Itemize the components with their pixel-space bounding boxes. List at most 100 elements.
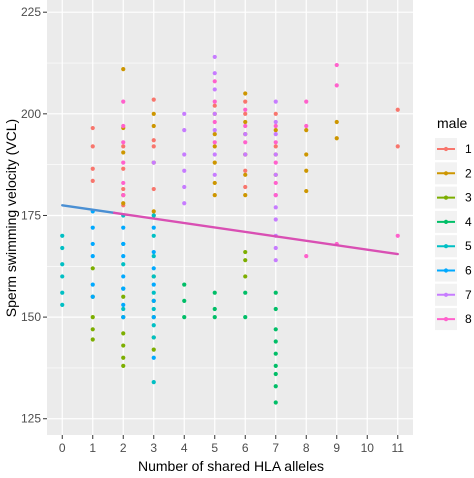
data-point — [395, 144, 400, 149]
data-point — [121, 355, 126, 360]
data-point — [90, 241, 95, 247]
data-point — [121, 186, 126, 192]
data-point — [243, 193, 248, 198]
data-point — [212, 99, 217, 104]
data-point — [151, 111, 156, 116]
data-point — [151, 97, 156, 102]
data-point — [90, 327, 95, 332]
data-point — [273, 258, 278, 263]
data-point — [182, 168, 187, 173]
data-point — [121, 193, 126, 198]
data-point — [151, 233, 156, 238]
x-axis-ticks: 0 1 2 3 4 5 6 7 8 9 10 11 — [59, 435, 404, 455]
data-point — [212, 54, 217, 60]
data-point — [212, 172, 217, 177]
data-point — [273, 193, 278, 198]
x-tick-label: 11 — [392, 441, 405, 455]
regression-segment — [112, 211, 399, 256]
data-point — [151, 254, 156, 259]
data-point — [121, 274, 126, 279]
data-point — [243, 123, 248, 129]
data-point — [395, 107, 400, 112]
data-point — [212, 132, 217, 137]
data-point — [182, 111, 187, 116]
data-point — [151, 282, 156, 287]
data-point — [304, 168, 309, 173]
data-point — [151, 347, 156, 352]
x-tick-label: 4 — [181, 441, 188, 455]
data-point — [182, 127, 187, 133]
data-point — [243, 274, 248, 279]
data-point — [243, 99, 248, 104]
data-point — [273, 339, 278, 344]
data-point — [273, 384, 278, 389]
data-point — [273, 119, 278, 125]
data-point — [212, 111, 217, 116]
legend-label: 2 — [465, 166, 472, 180]
legend-label: 4 — [465, 215, 472, 229]
data-point — [243, 184, 248, 190]
data-point — [304, 254, 309, 259]
data-point — [304, 152, 309, 157]
legend-label: 1 — [465, 142, 472, 156]
data-point — [60, 233, 65, 238]
data-point — [90, 282, 95, 287]
data-point — [121, 241, 126, 247]
data-point — [182, 201, 187, 206]
legend-label: 5 — [465, 239, 472, 253]
data-point — [243, 111, 248, 116]
legend-key — [435, 259, 457, 282]
data-point — [243, 119, 248, 125]
data-point — [121, 315, 126, 320]
data-point — [212, 152, 217, 157]
data-point — [121, 331, 126, 336]
data-point — [60, 290, 65, 295]
legend: male 1 2 3 4 5 6 7 8 — [435, 115, 472, 331]
data-point — [151, 213, 156, 218]
data-point — [334, 62, 339, 68]
data-point — [90, 166, 95, 171]
data-point — [90, 315, 95, 320]
legend-key — [435, 162, 457, 185]
data-point — [243, 315, 248, 320]
data-point — [273, 327, 278, 332]
x-tick-label: 0 — [59, 441, 66, 455]
data-point — [243, 132, 248, 137]
data-point — [121, 262, 126, 267]
data-point — [121, 225, 126, 230]
x-tick-label: 10 — [361, 441, 375, 455]
y-tick-label: 200 — [21, 107, 41, 121]
data-point — [273, 132, 278, 137]
data-point — [151, 123, 156, 129]
x-tick-label: 5 — [211, 441, 218, 455]
data-point — [151, 315, 156, 320]
data-point — [90, 144, 95, 149]
data-point — [121, 166, 126, 171]
data-point — [304, 123, 309, 129]
data-point — [121, 343, 126, 348]
data-point — [90, 294, 95, 299]
data-point — [273, 371, 278, 377]
data-point — [121, 144, 126, 149]
x-tick-label: 1 — [89, 441, 96, 455]
x-tick-label: 3 — [150, 441, 157, 455]
regression-segment — [61, 204, 116, 215]
data-point — [60, 274, 65, 279]
data-point — [273, 400, 278, 405]
data-point — [90, 225, 95, 230]
regression-line — [61, 204, 399, 256]
data-point — [273, 180, 278, 186]
data-point — [121, 306, 126, 312]
x-axis-title: Number of shared HLA alleles — [138, 458, 324, 474]
data-point — [90, 337, 95, 342]
data-point — [182, 152, 187, 157]
data-point — [273, 140, 278, 145]
data-point — [212, 306, 217, 312]
data-point — [273, 217, 278, 222]
data-point — [182, 184, 187, 190]
data-point — [243, 258, 248, 263]
data-point — [60, 302, 65, 308]
legend-key — [435, 138, 457, 160]
data-point — [334, 136, 339, 141]
data-point — [273, 99, 278, 104]
